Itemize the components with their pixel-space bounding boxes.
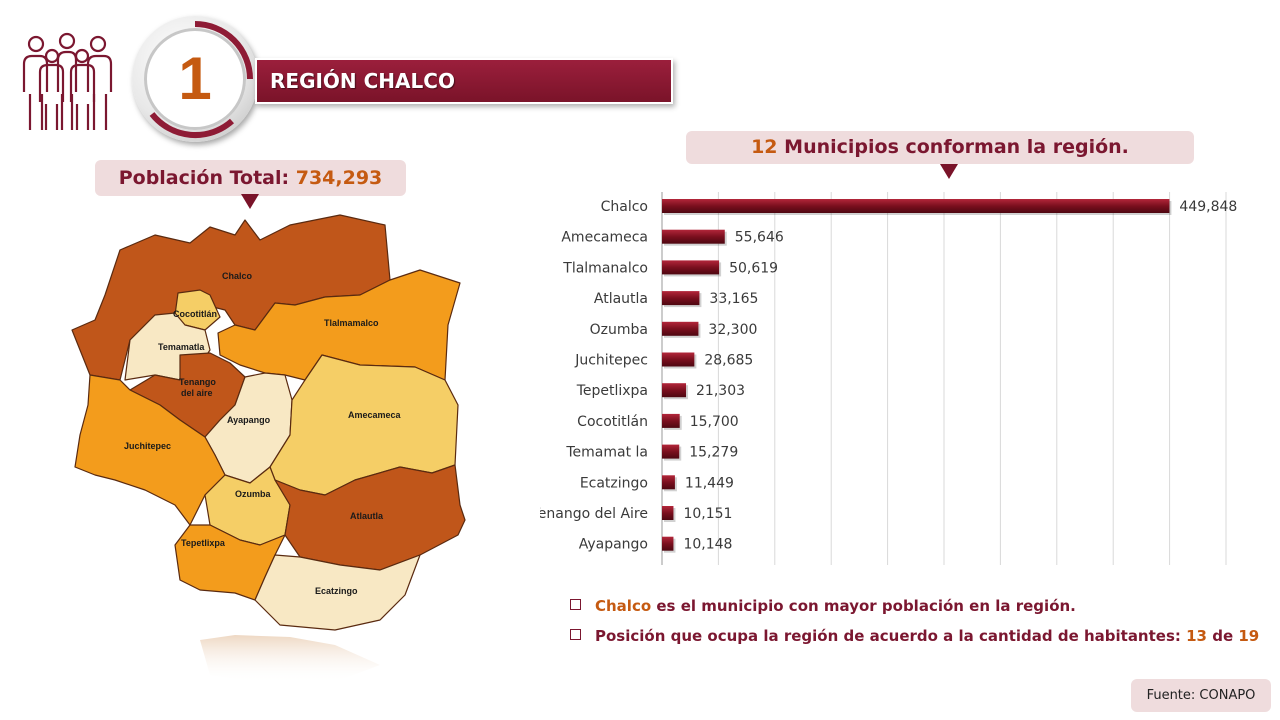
- category-label: Juchitepec: [574, 353, 648, 369]
- map-label-tlalmanalco: Tlalmamalco: [324, 318, 379, 328]
- map-label-juchitepec: Juchitepec: [124, 441, 171, 451]
- category-label: Tlalmanalco: [562, 260, 648, 276]
- bar: [662, 260, 720, 275]
- source-note: Fuente: CONAPO: [1131, 679, 1271, 712]
- municipios-text: Municipios conforman la región.: [784, 136, 1129, 158]
- rank-of: de: [1206, 627, 1239, 645]
- population-pill: [95, 160, 406, 196]
- data-label: 11,449: [685, 475, 734, 491]
- population-label: Población Total:: [118, 167, 290, 189]
- data-label: 28,685: [704, 353, 753, 369]
- bullet-largest-municipio: Chalco es el municipio con mayor poblaci…: [570, 597, 1076, 615]
- map-label-ecatzingo: Ecatzingo: [315, 586, 358, 596]
- badge-arc: [149, 21, 253, 139]
- region-number: 1: [178, 45, 212, 112]
- data-label: 449,848: [1179, 199, 1237, 215]
- category-label: Ayapango: [579, 537, 648, 553]
- bar: [662, 352, 695, 367]
- bar: [662, 383, 687, 398]
- map-juchitepec: [74, 374, 226, 526]
- region-map: Chalco Cocotitlán Tlalmamalco Temamatla …: [71, 214, 466, 683]
- population-total: Población Total: 734,293: [95, 160, 406, 196]
- map-label-cocotitlan: Cocotitlán: [173, 309, 217, 319]
- category-label: Amecameca: [561, 230, 648, 246]
- map-label-atlautla: Atlautla: [350, 511, 384, 521]
- bullet-text: Posición que ocupa la región de acuerdo …: [595, 627, 1187, 645]
- data-label: 15,279: [689, 445, 738, 461]
- map-labels: Chalco Cocotitlán Tlalmamalco Temamatla …: [124, 271, 402, 596]
- bar: [662, 229, 725, 244]
- data-label: 33,165: [709, 291, 758, 307]
- pointer-arrow: [241, 194, 259, 209]
- bullet-text: es el municipio con mayor población en l…: [651, 597, 1076, 615]
- bar: [662, 536, 674, 551]
- title-bar: [255, 58, 673, 104]
- category-label: Cocotitlán: [577, 414, 648, 430]
- map-atlautla: [274, 464, 466, 571]
- bullet-highlight: Chalco: [595, 597, 652, 615]
- municipios-pill: [686, 131, 1194, 164]
- category-label: Ecatzingo: [580, 475, 648, 491]
- map-label-chalco: Chalco: [222, 271, 253, 281]
- municipios-heading: 12 Municipios conforman la región.: [686, 131, 1194, 164]
- category-label: Tenango del Aire: [540, 506, 648, 522]
- map-label-ozumba: Ozumba: [235, 489, 271, 499]
- map-label-temamatla: Temamatla: [158, 342, 205, 352]
- map-ecatzingo: [254, 554, 421, 631]
- bar: [662, 413, 680, 428]
- page-title: REGIÓN CHALCO: [270, 69, 455, 93]
- map-label-tenango-1: Tenango: [179, 377, 216, 387]
- category-label: Atlautla: [594, 291, 648, 307]
- data-label: 10,148: [683, 537, 732, 553]
- checkbox-bullet-icon: [570, 629, 581, 640]
- people-icon: [22, 32, 113, 130]
- bar: [662, 321, 699, 336]
- category-label: Chalco: [601, 199, 648, 215]
- data-label: 15,700: [690, 414, 739, 430]
- category-label: Ozumba: [590, 322, 648, 338]
- rank-value: 13: [1186, 627, 1207, 645]
- category-label: Tepetlixpa: [576, 383, 648, 399]
- checkbox-bullet-icon: [570, 599, 581, 610]
- data-label: 21,303: [696, 383, 745, 399]
- bullet-region-rank: Posición que ocupa la región de acuerdo …: [570, 627, 1259, 645]
- data-label: 50,619: [729, 260, 778, 276]
- pointer-arrow: [940, 164, 958, 179]
- municipios-count: 12: [751, 136, 778, 158]
- map-label-tenango-2: del aire: [181, 388, 213, 398]
- population-value: 734,293: [295, 167, 383, 189]
- data-label: 32,300: [708, 322, 757, 338]
- bar: [662, 444, 680, 459]
- rank-total: 19: [1238, 627, 1260, 645]
- population-bar-chart: Chalco 449,848 Amecameca 55,646 Tlalmanalco 5…: [540, 192, 1237, 565]
- map-label-ayapango: Ayapango: [227, 415, 271, 425]
- map-label-amecameca: Amecameca: [348, 410, 402, 420]
- data-label: 55,646: [735, 230, 784, 246]
- badge-inner: [144, 28, 246, 130]
- bar: [662, 506, 674, 520]
- bar: [662, 199, 1170, 213]
- map-label-tepetlixpa: Tepetlixpa: [181, 538, 226, 548]
- bar: [662, 475, 675, 490]
- data-label: 10,151: [683, 506, 732, 522]
- map-reflection: [200, 635, 380, 683]
- bar: [662, 291, 700, 306]
- category-label: Temamat la: [565, 445, 648, 461]
